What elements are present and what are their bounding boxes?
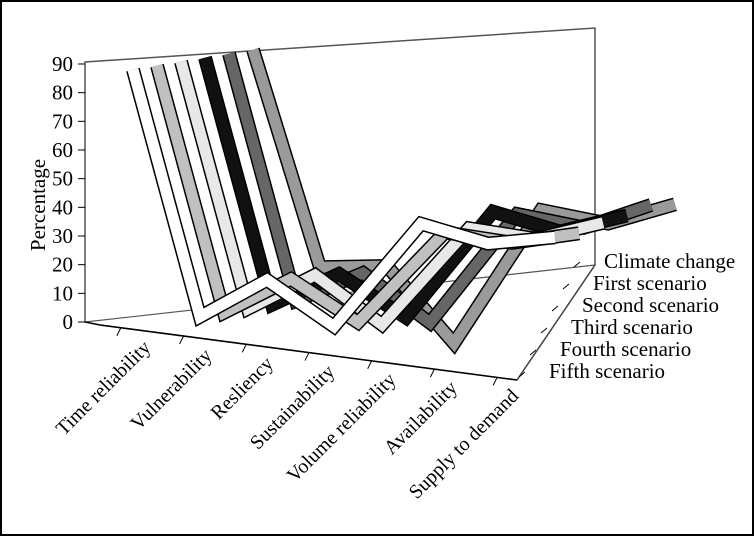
- x-tick-mark: [179, 335, 185, 345]
- x-tick-mark: [367, 360, 373, 370]
- back-wall: [84, 27, 596, 322]
- y-tick-label: 10: [52, 281, 73, 305]
- y-axis-label: Percentage: [26, 159, 50, 251]
- series-label: First scenario: [593, 271, 707, 295]
- y-axis-base: [84, 321, 101, 326]
- series-label: Fourth scenario: [560, 337, 691, 361]
- y-tick-label: 90: [52, 52, 73, 76]
- series-label: Second scenario: [582, 293, 719, 317]
- y-tick-label: 50: [52, 167, 73, 191]
- y-tick-label: 80: [52, 81, 73, 105]
- chart-series-ribbons: [126, 47, 677, 355]
- depth-tick-mark: [562, 283, 570, 290]
- y-tick-label: 20: [52, 253, 73, 277]
- y-axis-ticks: 0 10 20 30 40 50 60 70 80 90: [52, 52, 85, 334]
- depth-tick-mark: [540, 327, 548, 334]
- x-tick-mark: [241, 344, 247, 353]
- depth-tick-mark: [573, 261, 581, 268]
- x-tick-mark: [429, 368, 435, 378]
- series-label: Third scenario: [571, 315, 693, 339]
- depth-axis-line: [516, 264, 596, 381]
- y-tick-label: 0: [63, 310, 74, 334]
- depth-tick-mark: [551, 305, 559, 312]
- series-label: Fifth scenario: [549, 359, 665, 383]
- series-ribbon: [127, 68, 556, 334]
- x-tick-mark: [116, 327, 122, 336]
- x-tick-mark: [304, 352, 310, 361]
- depth-tick-mark: [529, 349, 537, 356]
- y-tick-label: 70: [52, 109, 73, 133]
- y-tick-label: 60: [52, 138, 73, 162]
- x-tick-mark: [492, 377, 498, 386]
- y-tick-label: 30: [52, 224, 73, 248]
- y-tick-label: 40: [52, 195, 73, 219]
- depth-tick-mark: [518, 371, 526, 378]
- series-label: Climate change: [604, 249, 735, 273]
